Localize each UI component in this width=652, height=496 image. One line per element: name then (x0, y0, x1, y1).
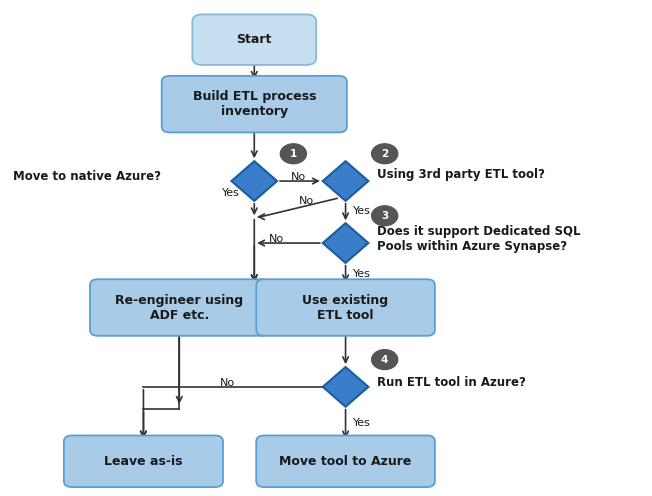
Circle shape (372, 206, 398, 226)
FancyBboxPatch shape (64, 435, 223, 487)
Text: No: No (220, 378, 235, 388)
Text: Build ETL process
inventory: Build ETL process inventory (192, 90, 316, 118)
FancyBboxPatch shape (192, 14, 316, 65)
Polygon shape (323, 367, 368, 407)
Polygon shape (231, 161, 277, 201)
Text: 3: 3 (381, 211, 389, 221)
FancyBboxPatch shape (256, 279, 435, 336)
Text: 1: 1 (289, 149, 297, 159)
Text: Move to native Azure?: Move to native Azure? (13, 170, 161, 183)
Circle shape (280, 144, 306, 164)
Text: Leave as-is: Leave as-is (104, 455, 183, 468)
Text: No: No (299, 196, 314, 206)
Circle shape (372, 144, 398, 164)
Text: 4: 4 (381, 355, 389, 365)
Polygon shape (323, 223, 368, 263)
Text: Start: Start (237, 33, 272, 46)
Text: Run ETL tool in Azure?: Run ETL tool in Azure? (377, 376, 526, 389)
Text: Re-engineer using
ADF etc.: Re-engineer using ADF etc. (115, 294, 243, 321)
Text: Yes: Yes (353, 206, 371, 216)
Text: Use existing
ETL tool: Use existing ETL tool (303, 294, 389, 321)
Circle shape (372, 350, 398, 370)
FancyBboxPatch shape (162, 76, 347, 132)
Text: No: No (269, 234, 284, 244)
FancyBboxPatch shape (90, 279, 269, 336)
Text: Yes: Yes (353, 418, 371, 428)
Text: No: No (291, 172, 306, 182)
Text: 2: 2 (381, 149, 389, 159)
Text: Using 3rd party ETL tool?: Using 3rd party ETL tool? (377, 168, 544, 181)
Text: Yes: Yes (222, 188, 240, 198)
Polygon shape (323, 161, 368, 201)
FancyBboxPatch shape (256, 435, 435, 487)
Text: Does it support Dedicated SQL
Pools within Azure Synapse?: Does it support Dedicated SQL Pools with… (377, 225, 580, 253)
Text: Move tool to Azure: Move tool to Azure (279, 455, 412, 468)
Text: Yes: Yes (353, 269, 371, 279)
